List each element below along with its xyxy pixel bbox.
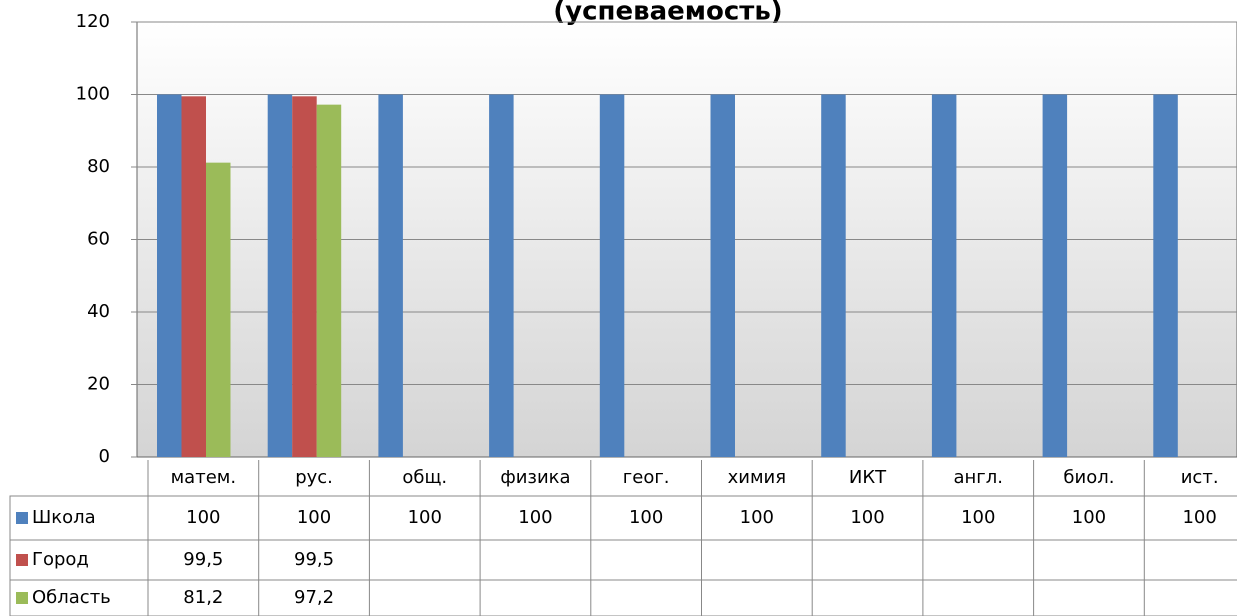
legend-swatch <box>16 554 28 566</box>
x-tick-label: химия <box>728 467 786 488</box>
legend-swatch <box>16 512 28 524</box>
bar <box>378 94 403 457</box>
x-tick-label: биол. <box>1063 467 1114 488</box>
legend-label: Школа <box>32 507 96 528</box>
bar <box>157 94 182 457</box>
bar <box>489 94 514 457</box>
y-tick-label: 120 <box>76 11 110 32</box>
table-value: 81,2 <box>183 587 223 608</box>
x-tick-label: ИКТ <box>849 467 887 488</box>
x-tick-label: англ. <box>954 467 1003 488</box>
legend-label: Область <box>32 587 111 608</box>
bar <box>292 96 317 457</box>
y-tick-label: 0 <box>99 446 110 467</box>
bar <box>710 94 735 457</box>
x-tick-label: физика <box>500 467 570 488</box>
table-value: 100 <box>740 507 774 528</box>
bar <box>1153 94 1178 457</box>
y-tick-label: 20 <box>87 374 110 395</box>
bar <box>1042 94 1068 457</box>
bar <box>599 94 625 457</box>
y-tick-label: 100 <box>76 84 110 105</box>
x-tick-label: рус. <box>295 467 333 488</box>
y-tick-label: 60 <box>87 229 110 250</box>
bar <box>931 94 957 457</box>
bar <box>206 162 231 457</box>
x-tick-label: матем. <box>171 467 236 488</box>
x-tick-label: общ. <box>402 467 447 488</box>
legend-swatch <box>16 592 28 604</box>
bar <box>316 104 342 458</box>
table-value: 99,5 <box>294 549 334 570</box>
table-value: 99,5 <box>183 549 223 570</box>
x-tick-label: геог. <box>623 467 670 488</box>
x-tick-label: ист. <box>1181 467 1219 488</box>
table-value: 100 <box>297 507 331 528</box>
table-value: 100 <box>1072 507 1106 528</box>
table-value: 100 <box>1182 507 1216 528</box>
bar <box>267 94 293 457</box>
legend-label: Город <box>32 549 89 570</box>
table-value: 100 <box>629 507 663 528</box>
y-tick-label: 40 <box>87 301 110 322</box>
chart-title: (успеваемость) <box>553 0 782 27</box>
table-value: 100 <box>408 507 442 528</box>
bar <box>821 94 846 457</box>
table-value: 100 <box>850 507 884 528</box>
y-tick-label: 80 <box>87 156 110 177</box>
table-value: 100 <box>186 507 220 528</box>
table-value: 100 <box>961 507 995 528</box>
bar <box>181 96 206 457</box>
table-value: 97,2 <box>294 587 334 608</box>
table-value: 100 <box>518 507 552 528</box>
